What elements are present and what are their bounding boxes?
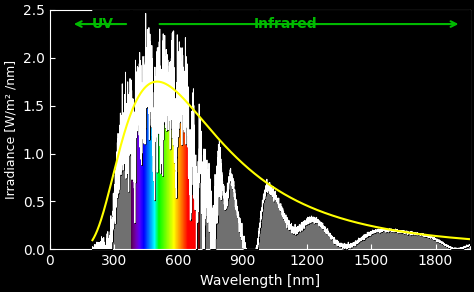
X-axis label: Wavelength [nm]: Wavelength [nm]: [200, 274, 320, 288]
Text: Infrared: Infrared: [254, 17, 317, 31]
Y-axis label: Irradiance [W/m² /nm]: Irradiance [W/m² /nm]: [4, 60, 17, 199]
Text: UV: UV: [92, 17, 114, 31]
